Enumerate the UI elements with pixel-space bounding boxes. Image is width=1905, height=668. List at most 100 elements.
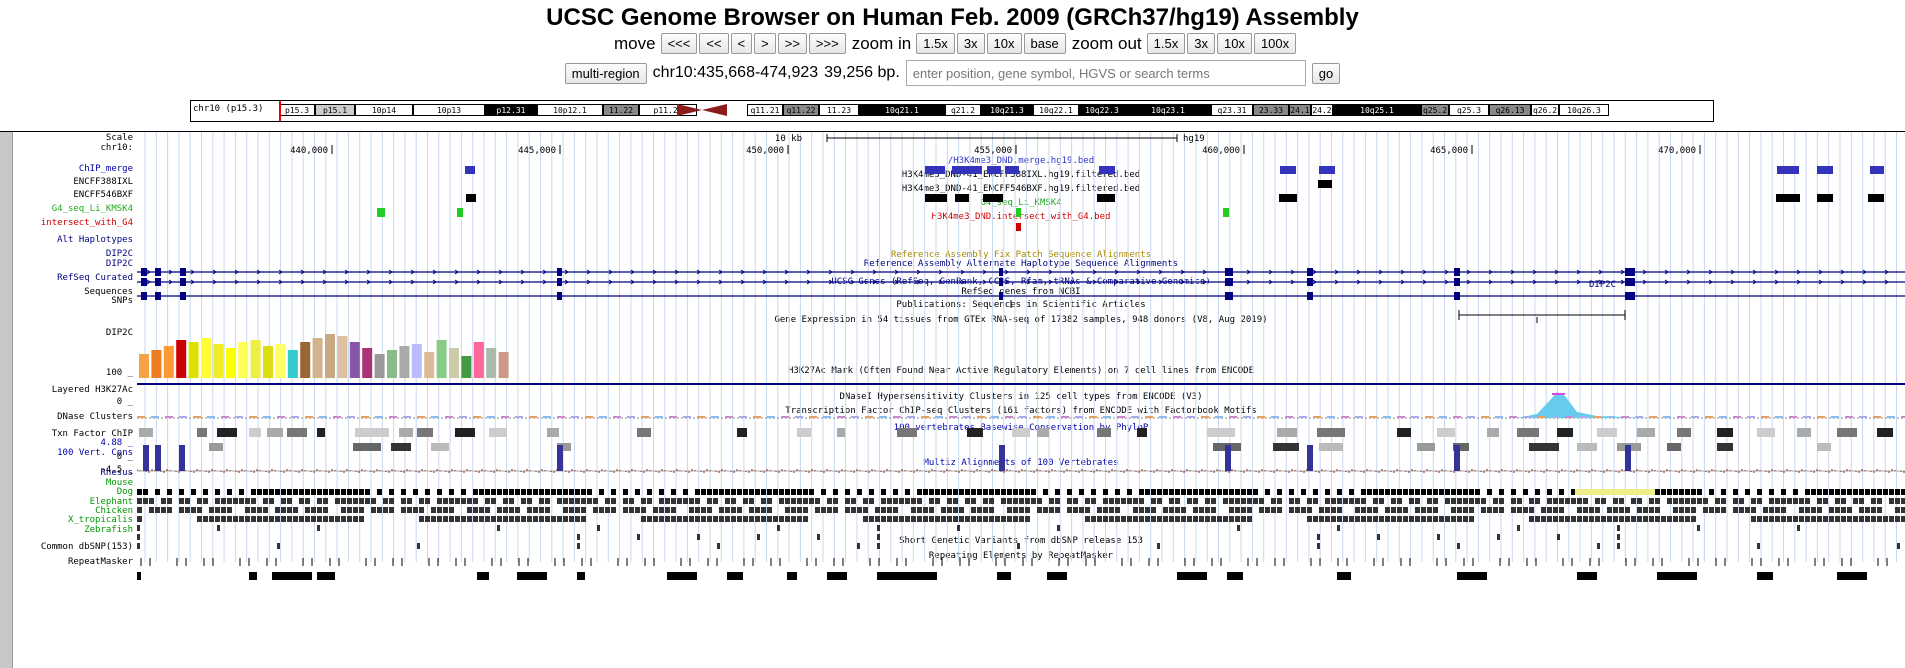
multiz-block xyxy=(659,516,664,522)
zoom-out-100x-button[interactable]: 100x xyxy=(1253,33,1297,54)
h3k27ac-signal xyxy=(1131,416,1139,418)
zoom-in-3x-button[interactable]: 3x xyxy=(956,33,985,54)
track-label[interactable]: ENCFF388IXL xyxy=(73,177,133,187)
multiz-block xyxy=(677,516,682,522)
multiz-block xyxy=(437,498,442,504)
strand-arrow xyxy=(1488,279,1493,285)
zoom-in-10x-button[interactable]: 10x xyxy=(986,33,1022,54)
track-label[interactable]: Txn Factor ChIP xyxy=(51,429,133,439)
track-label[interactable]: Common dbSNP(153) xyxy=(40,542,133,552)
track-label[interactable]: G4_seq_Li_KMSK4 xyxy=(51,204,133,214)
multiz-block xyxy=(971,489,976,495)
track-label[interactable]: 100 Vert. Cons xyxy=(57,448,133,458)
zoom-in-base-button[interactable]: base xyxy=(1023,33,1066,54)
track-label[interactable]: RefSeq Curated xyxy=(57,273,133,283)
peak-block xyxy=(1097,194,1115,202)
multiz-block xyxy=(1007,489,1012,495)
multiz-block xyxy=(1025,498,1030,504)
multiz-block xyxy=(791,489,796,495)
track-label[interactable]: ENCFF546BXF xyxy=(73,190,133,200)
track-label[interactable]: DIP2C xyxy=(105,328,133,338)
zoom-in-1-5x-button[interactable]: 1.5x xyxy=(916,33,955,54)
multiz-block xyxy=(533,516,538,522)
multiz-block xyxy=(1079,489,1084,495)
track-label[interactable]: Alt Haplotypes xyxy=(57,235,133,245)
search-input[interactable] xyxy=(905,60,1306,86)
move-right-button[interactable]: > xyxy=(754,33,776,54)
track-label[interactable]: Mouse xyxy=(105,478,133,488)
track-side-buttons[interactable] xyxy=(0,132,13,668)
track-center-label: Multiz Alignments of 100 Vertebrates xyxy=(923,458,1119,468)
track-label[interactable]: Rhesus xyxy=(100,468,133,478)
track-label[interactable]: ChIP_merge xyxy=(78,164,133,174)
move-right-far-button[interactable]: >>> xyxy=(808,33,846,54)
track-label[interactable]: Sequences xyxy=(84,287,133,297)
dnase-cluster xyxy=(399,428,413,437)
track-label[interactable]: SNPs xyxy=(111,296,133,306)
multiz-block xyxy=(1805,489,1810,495)
multiz-block xyxy=(1859,516,1864,522)
multiz-block xyxy=(251,516,256,522)
move-right-mid-button[interactable]: >> xyxy=(777,33,807,54)
zoom-out-3x-button[interactable]: 3x xyxy=(1187,33,1215,54)
multiz-block xyxy=(263,489,268,495)
multi-region-button[interactable]: multi-region xyxy=(564,62,647,84)
multiz-block xyxy=(1511,489,1516,495)
track-label[interactable]: Chicken xyxy=(95,506,133,516)
multiz-block xyxy=(623,507,628,513)
track-label[interactable]: X_tropicalis xyxy=(67,515,133,525)
cons-peak xyxy=(1454,445,1460,471)
multiz-block xyxy=(911,507,916,513)
multiz-block xyxy=(161,498,166,504)
zoom-out-1-5x-button[interactable]: 1.5x xyxy=(1146,33,1186,54)
multiz-block xyxy=(503,507,508,513)
strand-arrow xyxy=(1246,279,1251,285)
zoom-out-10x-button[interactable]: 10x xyxy=(1216,33,1252,54)
h3k27ac-signal xyxy=(1635,416,1643,418)
track-label[interactable]: intersect_with_G4 xyxy=(40,218,133,228)
position-coords[interactable]: chr10:435,668-474,923 xyxy=(652,64,819,81)
h3k27ac-signal xyxy=(781,416,789,418)
multiz-block xyxy=(1685,489,1690,495)
track-label[interactable]: Layered H3K27Ac xyxy=(51,385,133,395)
track-label[interactable]: Zebrafish xyxy=(84,525,133,535)
move-left-button[interactable]: < xyxy=(730,33,753,54)
track-label[interactable]: DIP2C xyxy=(105,249,133,259)
track-label[interactable]: DNase Clusters xyxy=(57,412,133,422)
ideogram-band: q11.21 xyxy=(747,104,783,116)
go-button[interactable]: go xyxy=(1311,62,1341,84)
h3k27ac-signal xyxy=(1299,416,1307,418)
g4-block xyxy=(1016,208,1021,217)
ideogram-band: 10q21.3 xyxy=(981,104,1033,116)
multiz-block xyxy=(863,516,868,522)
axis-tick-label: -4.5 _ xyxy=(100,465,133,475)
move-left-far-button[interactable]: <<< xyxy=(660,33,698,54)
multiz-block xyxy=(305,516,310,522)
strand-arrow xyxy=(1422,269,1427,275)
track-graphics[interactable]: 440,000 445,000 450,000 455,000 460,000 465,0… xyxy=(137,132,1905,668)
multiz-block xyxy=(539,489,544,495)
gene-exon xyxy=(180,278,186,286)
track-label[interactable]: Dog xyxy=(116,487,133,497)
multiz-block xyxy=(1145,516,1150,522)
multiz-block xyxy=(1355,516,1360,522)
multiz-block xyxy=(983,507,988,513)
h3k27ac-signal xyxy=(641,416,649,418)
track-label[interactable]: RepeatMasker xyxy=(67,557,133,567)
multiz-block xyxy=(1763,507,1768,513)
multiz-block xyxy=(407,498,412,504)
track-label[interactable]: Elephant xyxy=(89,497,133,507)
move-left-mid-button[interactable]: << xyxy=(699,33,729,54)
chromosome-ideogram[interactable]: chr10 (p15.3) p15.3 p15.1 10p14 10p13 p12.31… xyxy=(190,100,1714,122)
strand-arrow xyxy=(344,269,349,275)
multiz-block xyxy=(575,516,580,522)
repeat-block xyxy=(1177,572,1207,580)
track-label[interactable]: DIP2C xyxy=(105,259,133,269)
chip-merge-block xyxy=(1319,166,1335,174)
multiz-block xyxy=(1307,507,1312,513)
multiz-block xyxy=(1775,516,1780,522)
multiz-block xyxy=(1643,507,1648,513)
multiz-block xyxy=(593,507,598,513)
multiz-block xyxy=(797,498,802,504)
strand-arrow xyxy=(1202,279,1207,285)
